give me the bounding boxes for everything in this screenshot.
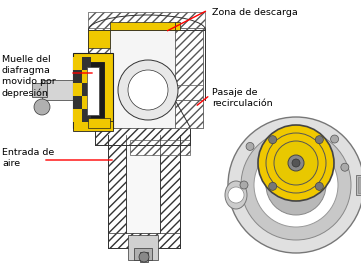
Bar [175, 28, 203, 95]
Bar [73, 120, 113, 129]
Bar [88, 28, 110, 128]
Circle shape [34, 99, 50, 115]
Circle shape [331, 135, 339, 143]
Circle shape [266, 133, 326, 193]
Circle shape [269, 182, 277, 190]
Bar [73, 121, 113, 131]
Text: Zona de descarga: Zona de descarga [212, 8, 298, 17]
Bar [95, 127, 190, 145]
Bar [82, 62, 104, 120]
Bar [82, 83, 91, 96]
Bar [108, 135, 126, 248]
Bar [87, 67, 99, 115]
Bar [73, 101, 113, 110]
Bar [32, 83, 47, 97]
Bar [73, 109, 82, 122]
Ellipse shape [225, 181, 247, 209]
Circle shape [341, 163, 349, 171]
Text: Muelle del
diafragma
movido por
depresión: Muelle del diafragma movido por depresió… [2, 55, 56, 98]
Bar [175, 85, 203, 100]
Circle shape [274, 141, 318, 185]
Bar [73, 70, 82, 83]
Bar [130, 140, 190, 155]
Bar [175, 22, 180, 30]
Bar [160, 135, 180, 248]
Bar [110, 28, 175, 128]
Bar [73, 83, 82, 96]
Bar [82, 96, 91, 109]
Bar [42, 80, 73, 100]
Circle shape [228, 187, 244, 203]
Bar [73, 53, 113, 128]
Bar [108, 233, 180, 248]
Bar [73, 57, 82, 70]
Circle shape [240, 181, 248, 189]
Circle shape [316, 136, 323, 144]
Circle shape [266, 155, 326, 215]
Bar [88, 118, 110, 128]
Bar [108, 133, 180, 145]
Text: Entrada de
aire: Entrada de aire [2, 148, 54, 168]
Bar [358, 177, 361, 193]
Circle shape [118, 60, 178, 120]
Bar [356, 175, 361, 195]
Circle shape [288, 155, 304, 171]
Bar [134, 248, 152, 260]
Text: Pasaje de
recirculación: Pasaje de recirculación [212, 88, 273, 108]
Bar [140, 252, 148, 262]
Bar [128, 235, 158, 260]
Circle shape [258, 125, 334, 201]
Bar [175, 28, 203, 128]
Circle shape [246, 143, 254, 150]
Circle shape [228, 117, 361, 253]
Bar [82, 70, 91, 83]
Bar [110, 22, 175, 30]
Bar [175, 100, 203, 128]
Bar [126, 138, 160, 233]
Bar [73, 82, 113, 91]
Circle shape [254, 143, 338, 227]
Circle shape [241, 130, 351, 240]
Bar [73, 63, 113, 72]
Circle shape [139, 252, 149, 262]
Bar [82, 109, 91, 122]
Circle shape [292, 159, 300, 167]
Circle shape [269, 136, 277, 144]
Circle shape [128, 70, 168, 110]
Bar [73, 96, 82, 109]
Circle shape [316, 182, 323, 190]
Bar [88, 30, 110, 48]
Bar [82, 57, 91, 70]
Bar [88, 12, 205, 30]
